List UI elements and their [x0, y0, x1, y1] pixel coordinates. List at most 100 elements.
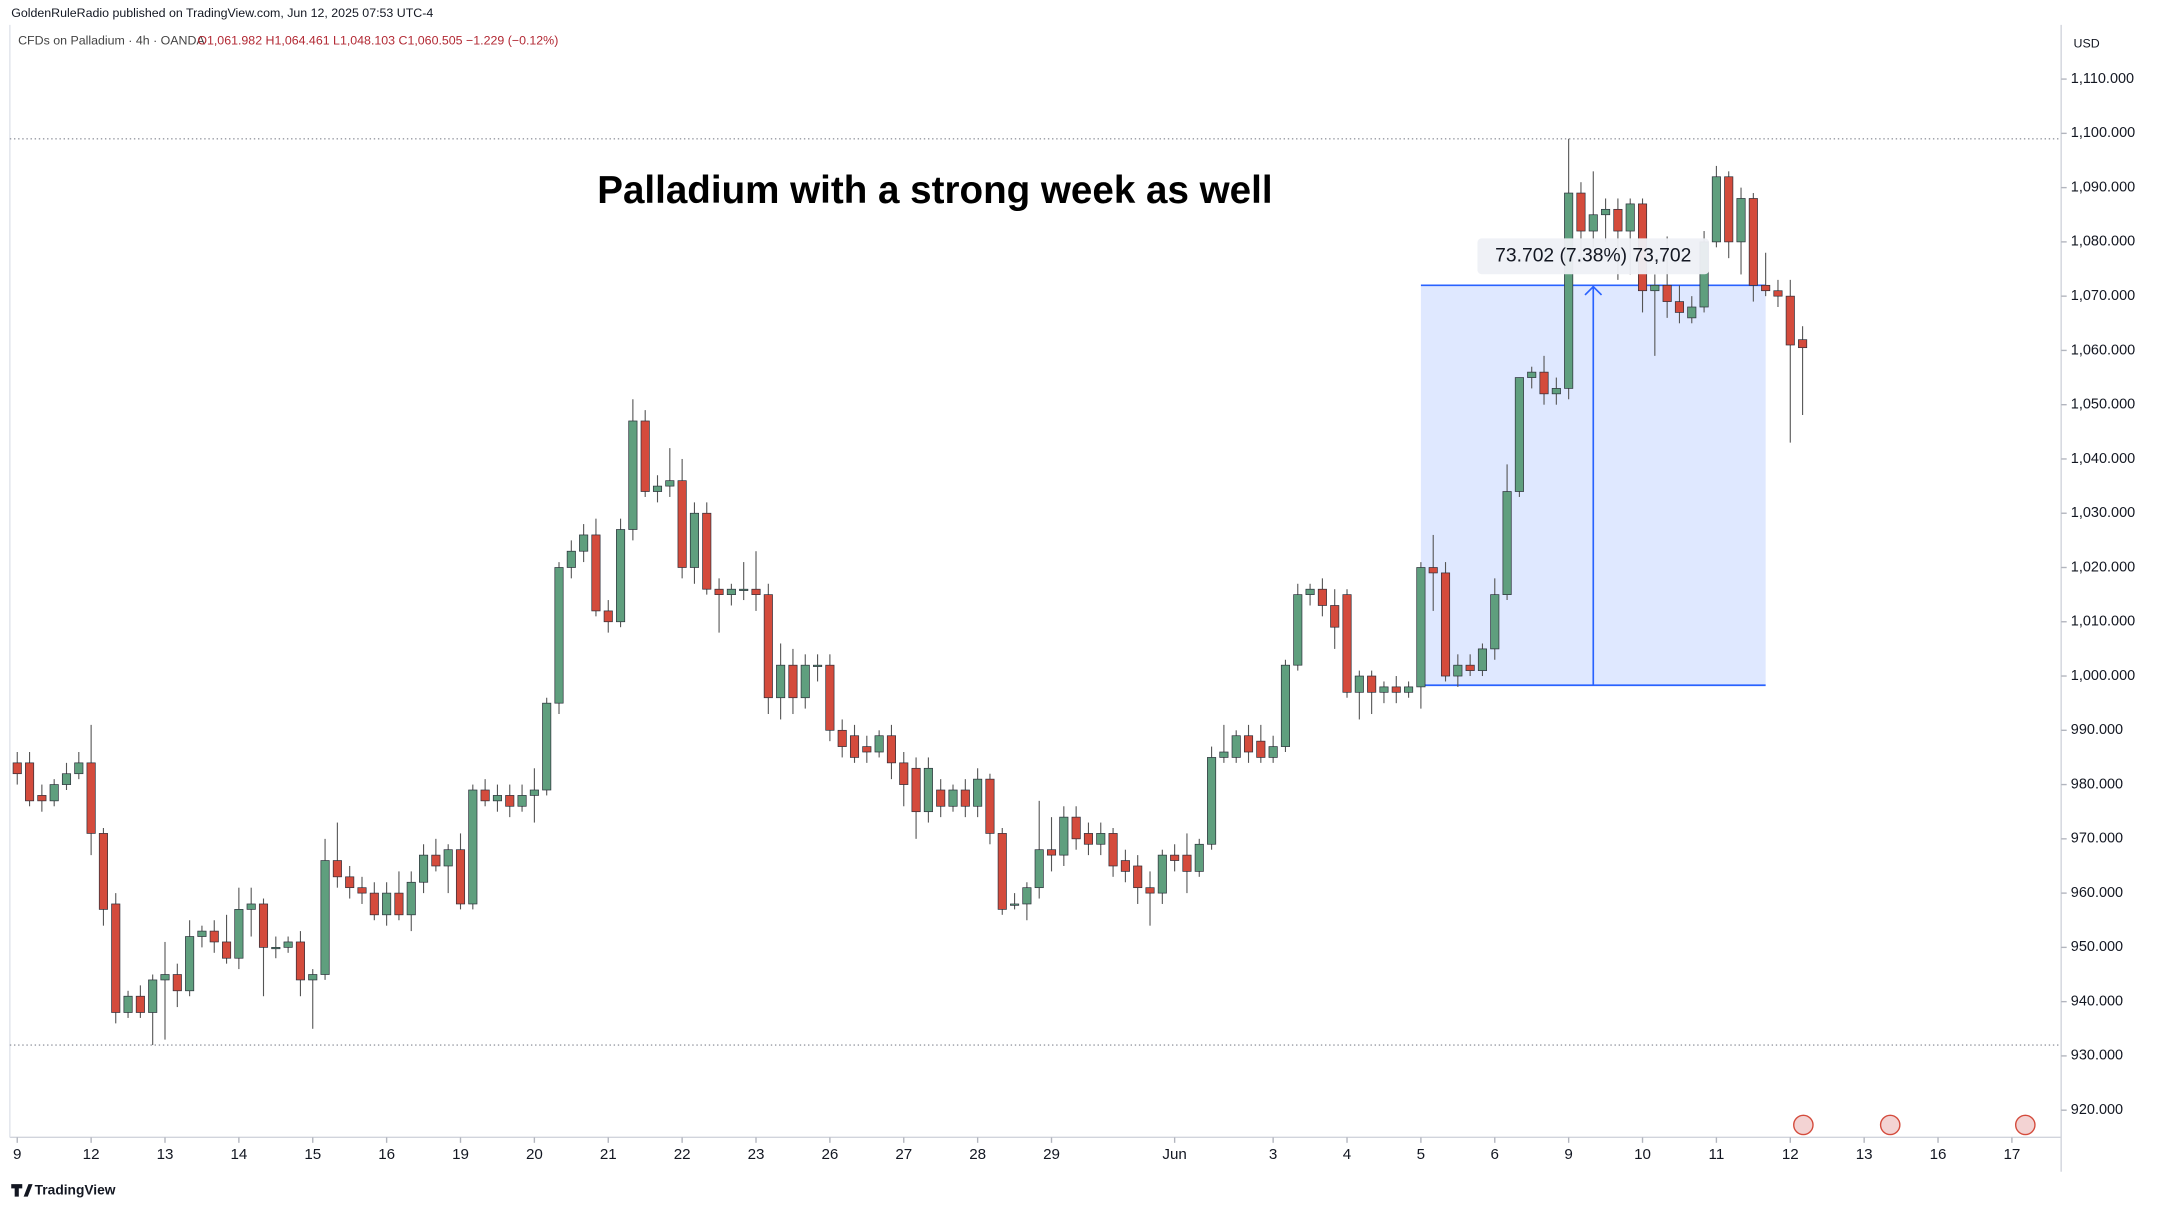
candle-body — [98, 833, 108, 910]
candle-body — [554, 567, 564, 704]
candle-body — [726, 588, 736, 595]
x-tick-label: 21 — [600, 1146, 617, 1163]
y-tick-label: 1,090.000 — [2071, 179, 2135, 195]
candle-body — [1293, 594, 1303, 666]
flag — [1879, 1114, 1901, 1136]
candle-body — [1773, 290, 1783, 297]
candle-body — [419, 854, 429, 883]
candle-body — [1034, 849, 1044, 889]
candle-body — [394, 892, 404, 916]
candle-body — [1490, 594, 1500, 650]
candle-body — [923, 767, 933, 813]
candle-body — [1748, 198, 1758, 286]
candle-body — [1785, 295, 1795, 346]
x-tick-label: 12 — [83, 1146, 100, 1163]
candle-body — [1440, 572, 1451, 677]
y-tick-label: 1,110.000 — [2071, 71, 2134, 87]
y-tick-label: 970.000 — [2071, 831, 2123, 847]
candle-body — [603, 610, 613, 623]
x-tick-label: 28 — [969, 1146, 986, 1163]
logo: TradingView — [11, 1183, 116, 1198]
x-tick-label: 12 — [1782, 1146, 1799, 1163]
candle-body — [1231, 735, 1241, 758]
y-tick-label: 990.000 — [2071, 722, 2123, 738]
candle-body — [1502, 491, 1512, 595]
candle-body — [382, 892, 392, 916]
candle-body — [135, 995, 145, 1013]
candle-body — [788, 664, 798, 699]
candle-body — [517, 795, 527, 807]
candle-body — [1071, 816, 1081, 840]
candle-body — [640, 420, 650, 492]
candle-body — [665, 480, 675, 487]
candle-body — [1046, 849, 1057, 856]
candle-body — [1564, 192, 1574, 389]
candle-body — [1539, 371, 1549, 395]
x-tick-label: 4 — [1343, 1146, 1351, 1163]
candle-body — [406, 881, 416, 916]
x-tick-label: 14 — [230, 1146, 247, 1163]
candle-body — [874, 735, 884, 753]
candle-body — [480, 789, 490, 802]
candle-body — [1330, 605, 1340, 628]
candle-body — [1120, 860, 1130, 872]
candle-body — [308, 974, 318, 981]
candle-body — [295, 941, 305, 981]
candle-body — [1650, 284, 1660, 292]
candle-body — [1305, 588, 1315, 595]
x-tick-label: 5 — [1417, 1146, 1425, 1163]
candle-body — [1428, 567, 1438, 574]
candle-body — [973, 778, 983, 807]
candle-body — [689, 512, 699, 568]
candle-body — [1527, 371, 1537, 378]
candle-body — [849, 735, 860, 758]
x-tick-label: 29 — [1043, 1146, 1060, 1163]
candle-body — [1182, 854, 1192, 872]
x-tick-label: 15 — [304, 1146, 321, 1163]
candle-body — [886, 735, 896, 764]
candle-body — [825, 664, 835, 731]
candle-body — [1133, 865, 1143, 889]
candle-body — [258, 903, 269, 948]
candle-body — [911, 767, 921, 813]
candle-body — [1551, 388, 1561, 395]
ohlc: O1,061.982 H1,064.461 L1,048.103 C1,060.… — [197, 34, 558, 48]
publisher: GoldenRuleRadio published on TradingView… — [11, 6, 433, 20]
candle-body — [899, 762, 909, 785]
x-tick-label: 13 — [157, 1146, 174, 1163]
candle-body — [1354, 675, 1364, 693]
candle-body — [1391, 686, 1401, 693]
candle-body — [542, 702, 552, 791]
candle-body — [185, 936, 195, 992]
candle-body — [529, 789, 539, 796]
x-tick-label: 9 — [13, 1146, 21, 1163]
candle-body — [566, 550, 576, 568]
candle-body — [49, 784, 59, 802]
candle-body — [628, 420, 638, 530]
candle-body — [985, 778, 995, 834]
candle-body — [1022, 887, 1032, 905]
candle-body — [1724, 176, 1734, 243]
measure-label: 73.702 (7.38%) 73,702 — [1495, 245, 1691, 266]
y-tick-label: 1,050.000 — [2071, 397, 2135, 413]
candle-body — [1576, 192, 1586, 232]
candle-body — [1243, 735, 1254, 753]
candle-body — [1083, 833, 1093, 845]
logo-mark — [11, 1184, 33, 1197]
y-tick-label: 1,000.000 — [2071, 668, 2135, 684]
candle-body — [1207, 757, 1217, 845]
event-flags — [1793, 1114, 2036, 1136]
y-tick-label: 1,020.000 — [2071, 559, 2135, 575]
y-tick-label: 1,010.000 — [2071, 614, 2135, 630]
candle-body — [616, 529, 626, 623]
candle-body — [1798, 339, 1808, 349]
candle-body — [702, 512, 712, 590]
x-tick-label: 16 — [1930, 1146, 1947, 1163]
candle-body — [1194, 843, 1204, 872]
candle-body — [74, 762, 84, 775]
candle-body — [1256, 740, 1266, 758]
candle-body — [948, 789, 958, 807]
